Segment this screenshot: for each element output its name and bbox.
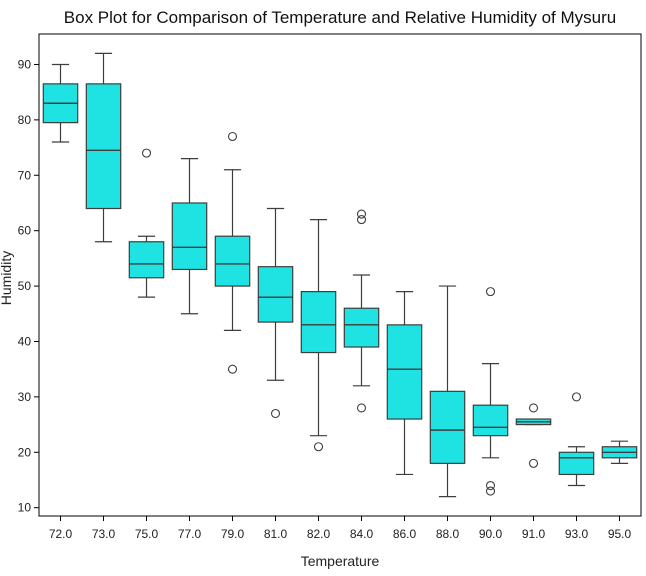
box-group: [171, 158, 208, 315]
outlier-point: [227, 364, 238, 374]
y-tick-label: 30: [18, 390, 32, 404]
box-group: [128, 148, 165, 298]
box-iqr: [558, 451, 595, 476]
box-iqr: [214, 235, 251, 287]
outlier-point: [313, 442, 324, 452]
x-tick-label: 91.0: [522, 527, 546, 541]
outlier-point: [270, 408, 281, 419]
y-tick-label: 70: [18, 168, 32, 182]
box-iqr: [386, 324, 423, 420]
box-group: [343, 209, 380, 413]
x-tick-label: 86.0: [393, 527, 417, 541]
box-iqr: [300, 291, 337, 354]
outlier-point: [227, 131, 238, 142]
x-axis: 72.0 73.0 75.0 77.0 79.0 81.0 82.0 84.0 86.0 88.0…: [49, 516, 632, 541]
box-iqr: [429, 390, 466, 464]
chart-title: Box Plot for Comparison of Temperature a…: [64, 8, 616, 27]
outlier-point: [485, 486, 496, 496]
outlier-point: [485, 287, 496, 297]
box-group: [257, 207, 294, 419]
x-tick-label: 72.0: [49, 527, 73, 541]
outlier-point: [356, 209, 367, 219]
box-group: [42, 63, 79, 143]
x-tick-label: 95.0: [608, 527, 632, 541]
box-iqr: [128, 241, 165, 279]
box-group: [300, 218, 337, 452]
y-axis: 10 20 30 40 50 60 70 80 90: [18, 57, 39, 515]
y-tick-label: 90: [18, 57, 32, 71]
box-group: [515, 403, 552, 468]
box-iqr: [257, 266, 294, 323]
x-tick-label: 84.0: [350, 527, 374, 541]
outlier-point: [571, 392, 582, 402]
x-axis-label: Temperature: [301, 553, 380, 569]
x-tick-label: 82.0: [307, 527, 331, 541]
outlier-point: [356, 403, 367, 413]
y-tick-label: 60: [18, 224, 32, 238]
outlier-point: [528, 403, 539, 413]
x-tick-label: 81.0: [264, 527, 288, 541]
x-tick-label: 90.0: [479, 527, 503, 541]
box-group: [214, 131, 251, 374]
outlier-point: [356, 215, 367, 225]
box-group: [85, 52, 122, 243]
box-iqr: [85, 83, 122, 210]
x-tick-label: 79.0: [221, 527, 245, 541]
x-tick-label: 93.0: [565, 527, 589, 541]
y-tick-label: 10: [18, 501, 32, 515]
x-tick-label: 75.0: [135, 527, 159, 541]
box-group: [472, 287, 509, 496]
outlier-point: [485, 480, 496, 491]
box-iqr: [472, 404, 509, 437]
box-group: [429, 285, 466, 498]
y-tick-label: 50: [18, 279, 32, 293]
box-group: [601, 440, 638, 464]
outlier-point: [528, 458, 539, 468]
y-tick-label: 40: [18, 334, 32, 348]
box-series: [42, 52, 638, 498]
x-tick-label: 88.0: [436, 527, 460, 541]
y-tick-label: 20: [18, 445, 32, 459]
box-iqr: [171, 202, 208, 271]
box-group: [386, 291, 423, 476]
x-tick-label: 77.0: [178, 527, 202, 541]
x-tick-label: 73.0: [92, 527, 116, 541]
y-tick-label: 80: [18, 113, 32, 127]
outlier-point: [141, 148, 152, 158]
y-axis-label: Humidity: [0, 251, 14, 305]
box-group: [558, 392, 595, 487]
box-iqr: [343, 307, 380, 348]
